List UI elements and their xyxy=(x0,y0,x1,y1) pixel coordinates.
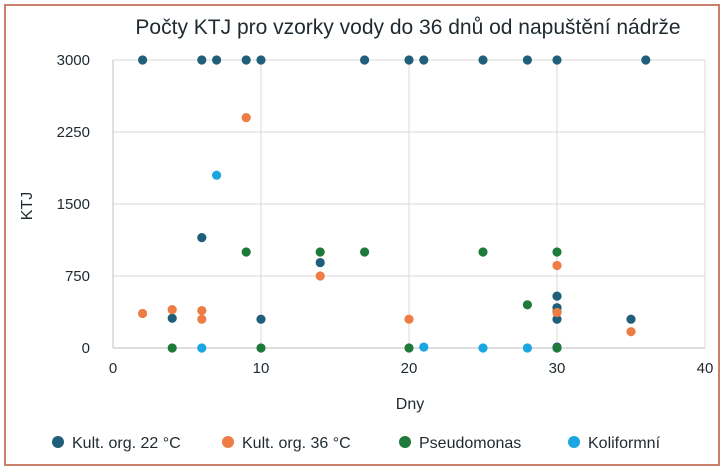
point-pseudomonas xyxy=(241,247,251,257)
point-kult-org-22-c xyxy=(478,55,488,65)
x-tick-label: 40 xyxy=(697,360,714,377)
x-tick-label: 30 xyxy=(549,360,566,377)
y-tick-label: 1500 xyxy=(57,196,90,213)
point-kult-org-22-c xyxy=(552,55,562,65)
y-axis-label: KTJ xyxy=(19,192,36,220)
grid xyxy=(113,59,706,348)
point-kult-org-22-c xyxy=(315,257,325,268)
point-kult-org-22-c xyxy=(241,55,251,65)
legend-item: Pseudomonas xyxy=(399,435,521,452)
point-pseudomonas xyxy=(315,247,325,257)
chart-title: Počty KTJ pro vzorky vody do 36 dnů od n… xyxy=(135,16,680,39)
y-tick-label: 2250 xyxy=(57,124,90,141)
point-pseudomonas xyxy=(522,300,533,310)
legend-marker xyxy=(222,436,234,448)
point-pseudomonas xyxy=(404,343,414,353)
point-kult-org-36-c xyxy=(404,314,414,324)
point-kult-org-22-c xyxy=(256,314,266,324)
point-kult-org-22-c xyxy=(552,314,562,324)
point-pseudomonas xyxy=(552,247,562,257)
point-kult-org-22-c xyxy=(404,55,414,65)
legend-label: Koliformní xyxy=(588,435,661,452)
point-kult-org-36-c xyxy=(552,307,562,318)
point-koliformn- xyxy=(197,343,207,353)
point-koliformn- xyxy=(522,343,533,353)
legend-item: Koliformní xyxy=(568,435,661,452)
point-pseudomonas xyxy=(360,247,370,257)
point-pseudomonas xyxy=(256,343,266,353)
point-kult-org-36-c xyxy=(315,271,325,281)
legend-label: Pseudomonas xyxy=(419,435,521,452)
point-kult-org-22-c xyxy=(641,55,651,65)
legend: Kult. org. 22 °C Kult. org. 36 °C Pseudomo… xyxy=(52,435,661,452)
point-kult-org-22-c xyxy=(360,55,370,65)
point-kult-org-22-c xyxy=(522,55,533,65)
x-axis-label: Dny xyxy=(396,396,424,413)
tick-labels: 0 750 1500 2250 3000 0 10 20 30 40 xyxy=(57,52,714,377)
point-kult-org-36-c xyxy=(626,327,636,337)
x-tick-label: 0 xyxy=(109,360,117,377)
y-tick-label: 0 xyxy=(82,340,90,357)
chart-frame xyxy=(4,4,720,466)
x-tick-label: 10 xyxy=(253,360,270,377)
y-tick-label: 750 xyxy=(65,268,90,285)
legend-marker xyxy=(568,436,580,448)
point-kult-org-22-c xyxy=(167,313,177,323)
point-koliformn- xyxy=(478,343,488,353)
legend-label: Kult. org. 22 °C xyxy=(72,435,181,452)
point-koliformn- xyxy=(212,170,222,180)
point-kult-org-22-c xyxy=(138,55,148,65)
point-kult-org-36-c xyxy=(241,113,251,123)
point-pseudomonas xyxy=(552,343,562,353)
legend-item: Kult. org. 36 °C xyxy=(222,435,351,452)
point-kult-org-36-c xyxy=(197,305,207,316)
point-pseudomonas xyxy=(167,343,177,353)
point-kult-org-22-c xyxy=(256,55,266,65)
data-points xyxy=(138,55,651,353)
legend-label: Kult. org. 36 °C xyxy=(242,435,351,452)
point-kult-org-22-c xyxy=(626,314,636,324)
point-kult-org-22-c xyxy=(419,55,429,65)
legend-marker xyxy=(52,436,64,448)
point-kult-org-22-c xyxy=(552,291,562,301)
y-tick-label: 3000 xyxy=(57,52,90,69)
legend-marker xyxy=(399,436,411,448)
point-kult-org-36-c xyxy=(552,260,562,271)
point-kult-org-36-c xyxy=(138,308,148,319)
point-kult-org-36-c xyxy=(197,314,207,324)
point-kult-org-22-c xyxy=(212,55,222,65)
point-kult-org-22-c xyxy=(197,55,207,65)
point-kult-org-36-c xyxy=(167,305,177,315)
legend-item: Kult. org. 22 °C xyxy=(52,435,181,452)
point-kult-org-22-c xyxy=(197,233,207,243)
point-pseudomonas xyxy=(478,247,488,257)
point-koliformn- xyxy=(419,342,429,352)
x-tick-label: 20 xyxy=(401,360,418,377)
